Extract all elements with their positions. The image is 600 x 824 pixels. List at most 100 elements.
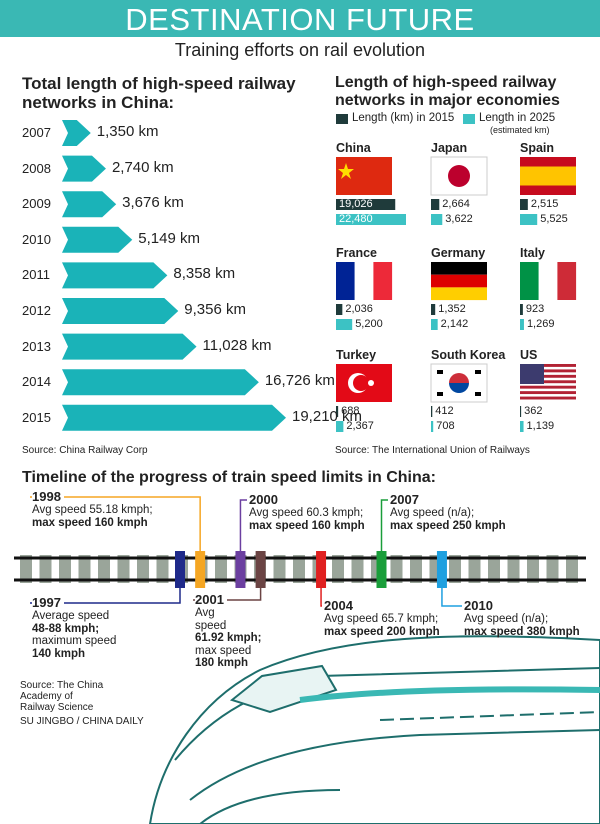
connector xyxy=(320,588,322,607)
bar xyxy=(336,421,344,432)
year-label: 2014 xyxy=(22,374,51,390)
value-label: 2,740 km xyxy=(111,158,174,176)
year-label: 2013 xyxy=(22,338,51,354)
event-marker xyxy=(436,551,447,588)
event-text: 61.92 kmph; xyxy=(195,632,262,644)
flag xyxy=(520,396,576,400)
title-banner xyxy=(0,0,600,37)
value-label: 1,139 xyxy=(526,420,555,432)
value-label: 19,210 km xyxy=(292,407,363,425)
flag xyxy=(336,262,393,300)
sleeper xyxy=(390,555,403,583)
year-label: 2009 xyxy=(22,196,51,212)
flag xyxy=(437,370,443,374)
sleeper xyxy=(566,555,578,583)
value-label: 1,350 km xyxy=(96,123,159,140)
flag xyxy=(520,364,576,400)
event-text: 140 kmph xyxy=(32,647,86,660)
timeline-title: Timeline of the progress of train speed … xyxy=(22,469,436,486)
event-text: maximum speed xyxy=(32,635,117,647)
bar xyxy=(520,406,522,417)
event-year: 2001 xyxy=(195,592,227,607)
value-label: 2,664 xyxy=(442,198,470,210)
sleeper xyxy=(488,555,500,583)
sleeper xyxy=(215,555,227,583)
bar xyxy=(520,214,538,225)
country-name: Japan xyxy=(431,141,468,155)
country-name: France xyxy=(336,246,377,260)
event-marker xyxy=(235,551,246,588)
event-text: max speed 160 kmph xyxy=(249,519,365,532)
country-name: Italy xyxy=(520,246,546,260)
bar xyxy=(62,298,179,324)
sleeper xyxy=(273,555,286,583)
event-text: Avg speed 60.3 kmph; xyxy=(249,507,364,519)
value-label: 5,200 xyxy=(355,318,383,330)
value-label: 8,358 km xyxy=(173,265,236,283)
bar xyxy=(431,199,440,210)
bar xyxy=(336,214,406,225)
flag xyxy=(431,287,487,301)
flag xyxy=(431,262,487,301)
country-name: Germany xyxy=(431,246,486,260)
sleeper xyxy=(449,555,461,583)
value-label: 5,149 km xyxy=(138,229,200,247)
bar xyxy=(431,214,443,225)
sleeper xyxy=(351,555,364,583)
event-year: 2010 xyxy=(464,598,496,613)
flag xyxy=(430,156,488,196)
sleeper xyxy=(468,555,481,583)
event-text: 180 kmph xyxy=(195,657,249,669)
flag xyxy=(430,363,488,403)
event-text: max speed 160 kmph xyxy=(32,516,148,529)
sleeper xyxy=(156,555,169,583)
subtitle: Training efforts on rail evolution xyxy=(174,40,426,60)
bar xyxy=(520,421,524,432)
event-text: Avg speed 55.18 kmph; xyxy=(32,504,153,516)
country-name: US xyxy=(520,348,538,362)
event-year: 2007 xyxy=(390,492,422,507)
flag xyxy=(336,364,392,402)
chart-title: Length of high-speed railway networks in… xyxy=(335,74,560,109)
year-label: 2015 xyxy=(22,409,51,425)
chart-title: Total length of high-speed railway netwo… xyxy=(22,74,296,112)
event-text: speed xyxy=(195,619,227,632)
flag xyxy=(431,262,487,275)
source: Academy of xyxy=(20,691,73,702)
flag xyxy=(475,370,481,374)
value-label: 708 xyxy=(436,420,455,432)
flag xyxy=(431,274,487,288)
event-text: Avg speed (n/a); xyxy=(464,613,549,625)
flag xyxy=(336,157,392,195)
bar xyxy=(62,226,133,253)
flag xyxy=(520,374,576,378)
event-text: max speed 200 kmph xyxy=(324,625,440,638)
flag xyxy=(449,383,469,393)
event-marker xyxy=(255,551,266,588)
event-year: 1997 xyxy=(32,595,64,610)
sleeper xyxy=(59,555,71,583)
connector xyxy=(30,496,201,551)
source: Railway Science xyxy=(20,702,94,713)
bar xyxy=(62,120,91,146)
bar xyxy=(520,304,523,315)
flag xyxy=(538,262,558,300)
sleeper xyxy=(20,555,32,583)
year-label: 2010 xyxy=(22,231,51,247)
value-label: 5,525 xyxy=(540,213,568,225)
flag xyxy=(373,262,393,300)
sleeper xyxy=(39,555,52,583)
value-label: 11,028 km xyxy=(202,336,272,354)
event-marker xyxy=(376,551,387,588)
sleeper xyxy=(527,555,539,583)
flag xyxy=(520,380,576,384)
value-label: 2,036 xyxy=(345,303,373,315)
event-text: max speed xyxy=(195,644,252,657)
flag xyxy=(368,380,374,386)
sleeper xyxy=(507,555,520,583)
sleeper xyxy=(98,555,110,583)
value-label: 1,269 xyxy=(526,318,555,330)
event-text: max speed 250 kmph xyxy=(390,519,506,532)
source: Source: The International Union of Railw… xyxy=(335,445,530,456)
